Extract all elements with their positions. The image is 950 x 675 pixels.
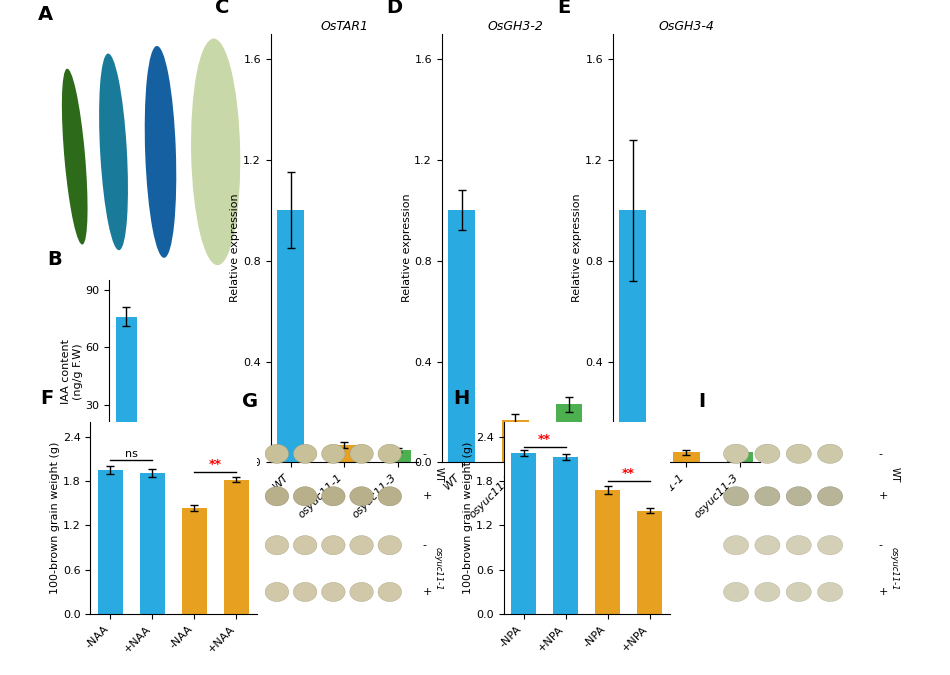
Text: C: C <box>215 0 229 17</box>
Bar <box>511 453 536 614</box>
Bar <box>98 470 123 614</box>
Y-axis label: IAA content
(ng/g F.W): IAA content (ng/g F.W) <box>61 339 83 404</box>
Ellipse shape <box>787 487 811 506</box>
Text: **: ** <box>538 433 551 446</box>
Ellipse shape <box>265 444 289 463</box>
Text: +: + <box>423 587 432 597</box>
Bar <box>553 457 579 614</box>
Ellipse shape <box>724 487 749 506</box>
Ellipse shape <box>378 536 402 555</box>
Ellipse shape <box>818 583 843 601</box>
Bar <box>277 210 304 462</box>
Ellipse shape <box>144 46 177 258</box>
Bar <box>224 479 249 614</box>
Y-axis label: 100-brown grain weight (g): 100-brown grain weight (g) <box>464 442 473 594</box>
Text: E: E <box>557 0 570 17</box>
Y-axis label: 100-brown grain weight (g): 100-brown grain weight (g) <box>49 442 60 594</box>
Bar <box>181 508 207 614</box>
Bar <box>619 210 646 462</box>
Ellipse shape <box>724 583 749 601</box>
Y-axis label: Relative expression: Relative expression <box>573 194 582 302</box>
Ellipse shape <box>322 444 345 463</box>
Ellipse shape <box>350 487 373 506</box>
Ellipse shape <box>294 536 317 555</box>
Text: B: B <box>48 250 62 269</box>
Ellipse shape <box>322 536 345 555</box>
Ellipse shape <box>378 583 402 601</box>
Text: osyuc11-1: osyuc11-1 <box>889 547 899 591</box>
Bar <box>595 490 620 614</box>
Ellipse shape <box>755 536 780 555</box>
Text: **: ** <box>158 443 170 457</box>
Text: A: A <box>38 5 53 24</box>
Title: OsTAR1: OsTAR1 <box>320 20 369 32</box>
Ellipse shape <box>350 536 373 555</box>
Text: +: + <box>879 587 888 597</box>
Bar <box>229 458 250 462</box>
Ellipse shape <box>350 583 373 601</box>
Ellipse shape <box>294 487 317 506</box>
Text: D: D <box>386 0 402 17</box>
Bar <box>637 511 662 614</box>
Text: WT: WT <box>434 467 444 483</box>
Ellipse shape <box>378 444 402 463</box>
Ellipse shape <box>265 536 289 555</box>
Text: +: + <box>423 491 432 502</box>
Ellipse shape <box>787 583 811 601</box>
Ellipse shape <box>787 536 811 555</box>
Bar <box>331 445 358 462</box>
Text: -: - <box>423 540 427 550</box>
Text: **: ** <box>233 441 246 454</box>
Text: **: ** <box>209 458 222 470</box>
Ellipse shape <box>322 487 345 506</box>
Text: ns: ns <box>125 449 138 459</box>
Ellipse shape <box>724 444 749 463</box>
Ellipse shape <box>787 444 811 463</box>
Bar <box>673 452 700 462</box>
Ellipse shape <box>724 536 749 555</box>
Title: OsGH3-4: OsGH3-4 <box>658 20 714 32</box>
Ellipse shape <box>294 583 317 601</box>
Bar <box>448 210 475 462</box>
Ellipse shape <box>265 487 289 506</box>
Y-axis label: Relative expression: Relative expression <box>231 194 240 302</box>
Bar <box>727 452 753 462</box>
Text: -: - <box>423 449 427 459</box>
Title: OsGH3-2: OsGH3-2 <box>487 20 543 32</box>
Bar <box>154 460 175 462</box>
Text: F: F <box>40 389 53 408</box>
Bar <box>191 459 212 462</box>
Ellipse shape <box>755 444 780 463</box>
Text: I: I <box>698 392 706 411</box>
Bar <box>140 473 165 614</box>
Text: -: - <box>879 449 883 459</box>
Bar <box>116 317 137 462</box>
Text: H: H <box>453 389 470 408</box>
Ellipse shape <box>265 583 289 601</box>
Text: +: + <box>879 491 888 502</box>
Text: osyuc11-1: osyuc11-1 <box>434 547 443 591</box>
Ellipse shape <box>378 487 402 506</box>
Y-axis label: Relative expression: Relative expression <box>402 194 411 302</box>
Ellipse shape <box>99 53 128 250</box>
Ellipse shape <box>294 444 317 463</box>
Ellipse shape <box>755 583 780 601</box>
Ellipse shape <box>818 487 843 506</box>
Ellipse shape <box>818 444 843 463</box>
Ellipse shape <box>191 38 240 265</box>
Bar <box>556 404 582 462</box>
Ellipse shape <box>755 487 780 506</box>
Ellipse shape <box>62 69 87 244</box>
Text: **: ** <box>196 443 208 456</box>
Ellipse shape <box>322 583 345 601</box>
Ellipse shape <box>350 444 373 463</box>
Text: WT: WT <box>889 467 900 483</box>
Text: -: - <box>879 540 883 550</box>
Bar <box>502 419 529 462</box>
Text: G: G <box>242 392 258 411</box>
Bar <box>385 450 411 462</box>
Ellipse shape <box>818 536 843 555</box>
Text: **: ** <box>622 466 636 479</box>
